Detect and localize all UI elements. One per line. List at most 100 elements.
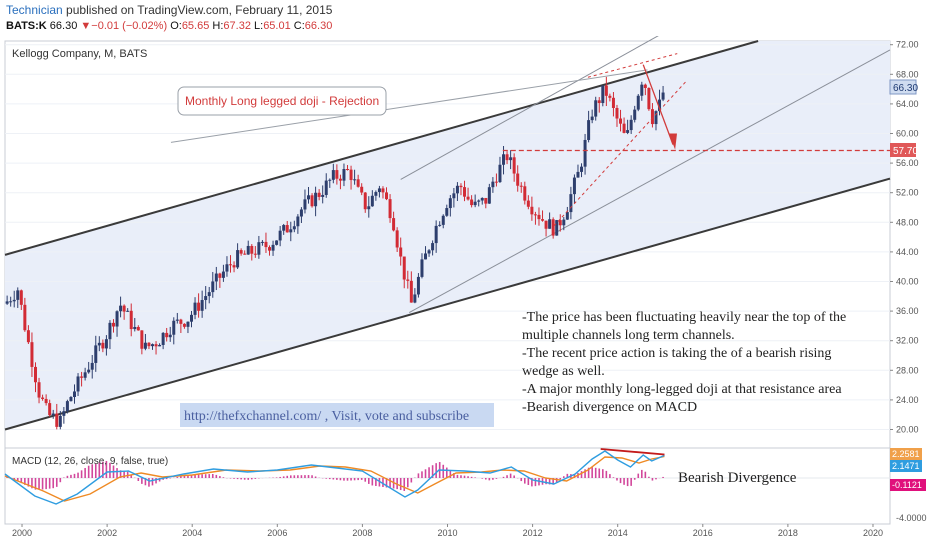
candle-body [494, 181, 498, 183]
candle-body [26, 330, 30, 343]
candle-body [207, 292, 211, 297]
price-tick-label: 36.00 [896, 306, 919, 316]
time-tick-label: 2010 [438, 528, 458, 538]
candle-body [65, 401, 69, 412]
channel-fill [5, 41, 890, 430]
candle-body [292, 226, 296, 230]
candle-body [232, 265, 236, 268]
candle-body [101, 342, 105, 349]
candle-body [370, 195, 374, 207]
price-tick-label: 32.00 [896, 336, 919, 346]
candle-body [452, 193, 456, 199]
candle-body [307, 195, 311, 200]
candle-body [438, 224, 442, 226]
last-price-tag-text: 66.30 [893, 83, 918, 94]
publish-header: Technician published on TradingView.com,… [0, 0, 932, 36]
candle-body [491, 181, 495, 188]
candle-body [611, 97, 615, 108]
candle-body [356, 179, 360, 187]
candle-body [317, 192, 321, 197]
candle-body [37, 382, 41, 398]
candle-body [363, 192, 367, 210]
candle-body [441, 215, 445, 225]
candle-body [562, 219, 566, 226]
candle-body [80, 376, 84, 378]
candle-body [94, 345, 98, 363]
candle-body [143, 342, 147, 349]
signal-value-text: 2.1471 [892, 461, 920, 471]
doji-callout-box [177, 86, 387, 116]
analysis-line-6: -Bearish divergence on MACD [522, 400, 697, 415]
candle-body [597, 100, 601, 104]
macd-legend: MACD (12, 26, close, 9, false, true) [12, 456, 168, 467]
candle-body [172, 320, 176, 335]
candle-body [33, 366, 37, 383]
candle-body [253, 253, 257, 255]
candle-body [519, 185, 523, 187]
candle-body [147, 342, 151, 347]
candle-body [587, 120, 591, 140]
support-price-tag [890, 143, 916, 157]
candle-body [367, 206, 371, 210]
analysis-line-2: multiple channels long term channels. [522, 328, 735, 343]
candle-body [643, 84, 647, 89]
candle-body [413, 294, 417, 303]
candle-body [516, 173, 520, 186]
time-tick-label: 2004 [182, 528, 202, 538]
candle-body [55, 413, 59, 427]
candle-body [346, 169, 350, 171]
analysis-line-3: -The recent price action is taking the o… [522, 346, 831, 361]
projection-arrow-head [669, 133, 678, 150]
candle-body [51, 413, 55, 416]
candle-body [512, 157, 516, 174]
candle-body [392, 218, 396, 231]
annotations [502, 53, 890, 227]
price-tick-label: 64.00 [896, 99, 919, 109]
candle-body [303, 199, 307, 210]
candle-body [44, 398, 48, 404]
candle-body [580, 166, 584, 172]
author-link[interactable]: Technician [6, 3, 63, 17]
candle-body [615, 107, 619, 119]
macd-value-tag [890, 448, 922, 460]
candle-body [260, 241, 264, 243]
candle-body [544, 220, 548, 229]
candle-body [111, 322, 115, 327]
analysis-line-5: -A major monthly long-legged doji at tha… [522, 382, 842, 397]
price-tick-label: 40.00 [896, 277, 919, 287]
candle-body [590, 116, 594, 121]
candle-body [335, 170, 339, 179]
change-value: −0.01 (−0.02%) [91, 20, 168, 32]
candle-body [62, 411, 66, 416]
candle-body [399, 247, 403, 257]
price-tick-label: 56.00 [896, 158, 919, 168]
candle-body [104, 339, 108, 349]
candle-body [445, 208, 449, 216]
doji-callout-text: Monthly Long legged doji - Rejection [185, 94, 379, 108]
candle-body [551, 219, 555, 236]
candle-body [321, 194, 325, 197]
candle-body [650, 109, 654, 125]
analysis-text: -The price has been fluctuating heavily … [522, 310, 846, 415]
price-tick-label: 28.00 [896, 365, 919, 375]
candle-body [41, 397, 45, 399]
url-text[interactable]: http://thefxchannel.com/ , Visit, vote a… [184, 409, 469, 424]
time-tick-label: 2014 [608, 528, 628, 538]
candle-body [505, 154, 509, 161]
trend-lines [4, 36, 891, 431]
candle-body [197, 302, 201, 311]
candle-body [658, 99, 662, 112]
macd-line [4, 450, 665, 505]
candle-body [5, 301, 9, 304]
candle-body [541, 219, 545, 221]
candle-body [640, 84, 644, 96]
candle-body [218, 273, 222, 278]
chart-area[interactable]: 72.00 68.00 64.00 60.00 56.00 52.00 48.00 44.00… [0, 36, 932, 550]
callout-pointer-line [170, 69, 648, 143]
candle-body [558, 220, 562, 226]
publish-text: published on TradingView.com, February 1… [66, 3, 333, 17]
close-value: 66.30 [304, 20, 333, 32]
candle-body [271, 244, 275, 251]
candle-body [108, 322, 112, 340]
lower-channel-line [4, 177, 891, 431]
